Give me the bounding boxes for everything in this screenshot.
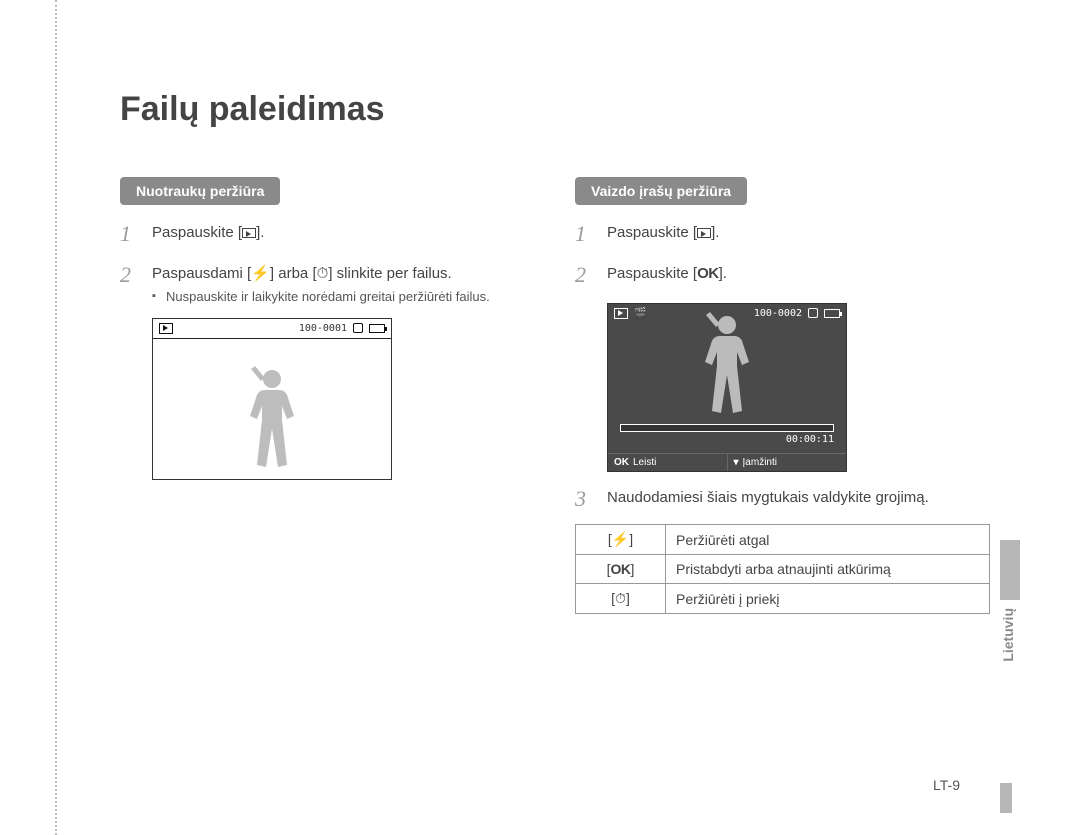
lock-icon [808,308,818,318]
battery-icon [824,309,840,318]
step-row: 2 Paspausdami [⚡] arba [⏱] slinkite per … [120,260,535,306]
lcd-footbar: OK Leisti ▾ Įamžinti [608,453,846,471]
foot-ok: OK Leisti [608,454,727,471]
key-cell: [OK] [576,555,666,584]
playback-icon [614,308,628,319]
down-icon: ▾ [734,457,739,468]
step-number: 1 [575,219,593,250]
timer-icon: ⏱ [317,265,329,282]
key-cell: [⚡] [576,525,666,555]
page-title: Failų paleidimas [120,90,990,129]
desc-cell: Pristabdyti arba atnaujinti atkūrimą [666,555,990,584]
controls-table: [⚡] Peržiūrėti atgal [OK] Pristabdyti ar… [575,524,990,614]
video-time: 00:00:11 [620,434,834,445]
lcd-photo-preview: 100-0001 [152,318,392,480]
step-number: 3 [575,484,593,515]
step-body: Paspauskite [OK]. [607,260,727,291]
step1-text-b: ]. [256,224,264,241]
col-video: Vaizdo įrašų peržiūra 1 Paspauskite []. … [575,177,990,614]
page-number: LT-9 [933,777,960,793]
person-silhouette [692,310,762,425]
ok-key: OK [611,561,631,577]
sidetab-marker [1000,540,1020,600]
table-row: [⏱] Peržiūrėti į priekį [576,584,990,614]
content-area: Failų paleidimas Nuotraukų peržiūra 1 Pa… [120,90,990,775]
r-step1-b: ]. [711,224,719,241]
progress-bar [620,424,834,432]
flash-icon: ⚡ [251,265,270,282]
playback-icon [159,323,173,334]
margin-rule [55,0,57,835]
section-heading-photos: Nuotraukų peržiūra [120,177,280,205]
step-number: 2 [120,260,138,306]
ok-key: OK [614,457,629,468]
flash-icon: ⚡ [612,531,629,547]
section-heading-video: Vaizdo įrašų peržiūra [575,177,747,205]
step2-c: ] slinkite per failus. [328,265,451,282]
step2-b: ] arba [ [270,265,317,282]
step1-text-a: Paspauskite [ [152,224,242,241]
step-number: 2 [575,260,593,291]
two-columns: Nuotraukų peržiūra 1 Paspauskite []. 2 P… [120,177,990,614]
battery-icon [369,324,385,333]
step-body: Paspauskite []. [152,219,264,250]
sidetab-label: Lietuvių [1000,608,1016,662]
movie-icon: 🎬 [634,308,646,319]
r-step2-a: Paspauskite [ [607,265,697,282]
video-progress: 00:00:11 [620,424,834,445]
lcd-top-right: 100-0001 [299,323,385,334]
playback-icon [242,228,256,238]
person-silhouette [237,364,307,479]
step-row: 1 Paspauskite []. [120,219,535,250]
ok-icon: OK [697,265,719,282]
lcd-body [153,339,391,479]
step-row: 2 Paspauskite [OK]. [575,260,990,291]
step-body: Naudodamiesi šiais mygtukais valdykite g… [607,484,929,515]
page-number-marker [1000,783,1012,813]
r-step1-a: Paspauskite [ [607,224,697,241]
col-photos: Nuotraukų peržiūra 1 Paspauskite []. 2 P… [120,177,535,614]
foot-down-label: Įamžinti [743,457,777,468]
timer-icon: ⏱ [615,590,626,606]
step-number: 1 [120,219,138,250]
desc-cell: Peržiūrėti į priekį [666,584,990,614]
page-root: Failų paleidimas Nuotraukų peržiūra 1 Pa… [0,0,1080,835]
lock-icon [353,323,363,333]
language-side-tab: Lietuvių [1000,540,1020,680]
step2-a: Paspausdami [ [152,265,251,282]
table-row: [⚡] Peržiūrėti atgal [576,525,990,555]
foot-down: ▾ Įamžinti [727,454,847,471]
table-row: [OK] Pristabdyti arba atnaujinti atkūrim… [576,555,990,584]
step-body: Paspauskite []. [607,219,719,250]
playback-icon [697,228,711,238]
r-step2-b: ]. [719,265,727,282]
lcd-top-right: 100-0002 [754,308,840,319]
lcd-video-preview: 🎬 100-0002 [607,303,847,472]
lcd-counter: 100-0001 [299,323,347,334]
key-cell: [⏱] [576,584,666,614]
step-body: Paspausdami [⚡] arba [⏱] slinkite per fa… [152,260,490,306]
step-row: 1 Paspauskite []. [575,219,990,250]
foot-ok-label: Leisti [633,457,656,468]
desc-cell: Peržiūrėti atgal [666,525,990,555]
lcd-topbar: 100-0001 [153,319,391,339]
step2-sub: Nuspauskite ir laikykite norėdami greita… [152,288,490,306]
step-row: 3 Naudodamiesi šiais mygtukais valdykite… [575,484,990,515]
lcd-body: 00:00:11 [608,323,846,453]
